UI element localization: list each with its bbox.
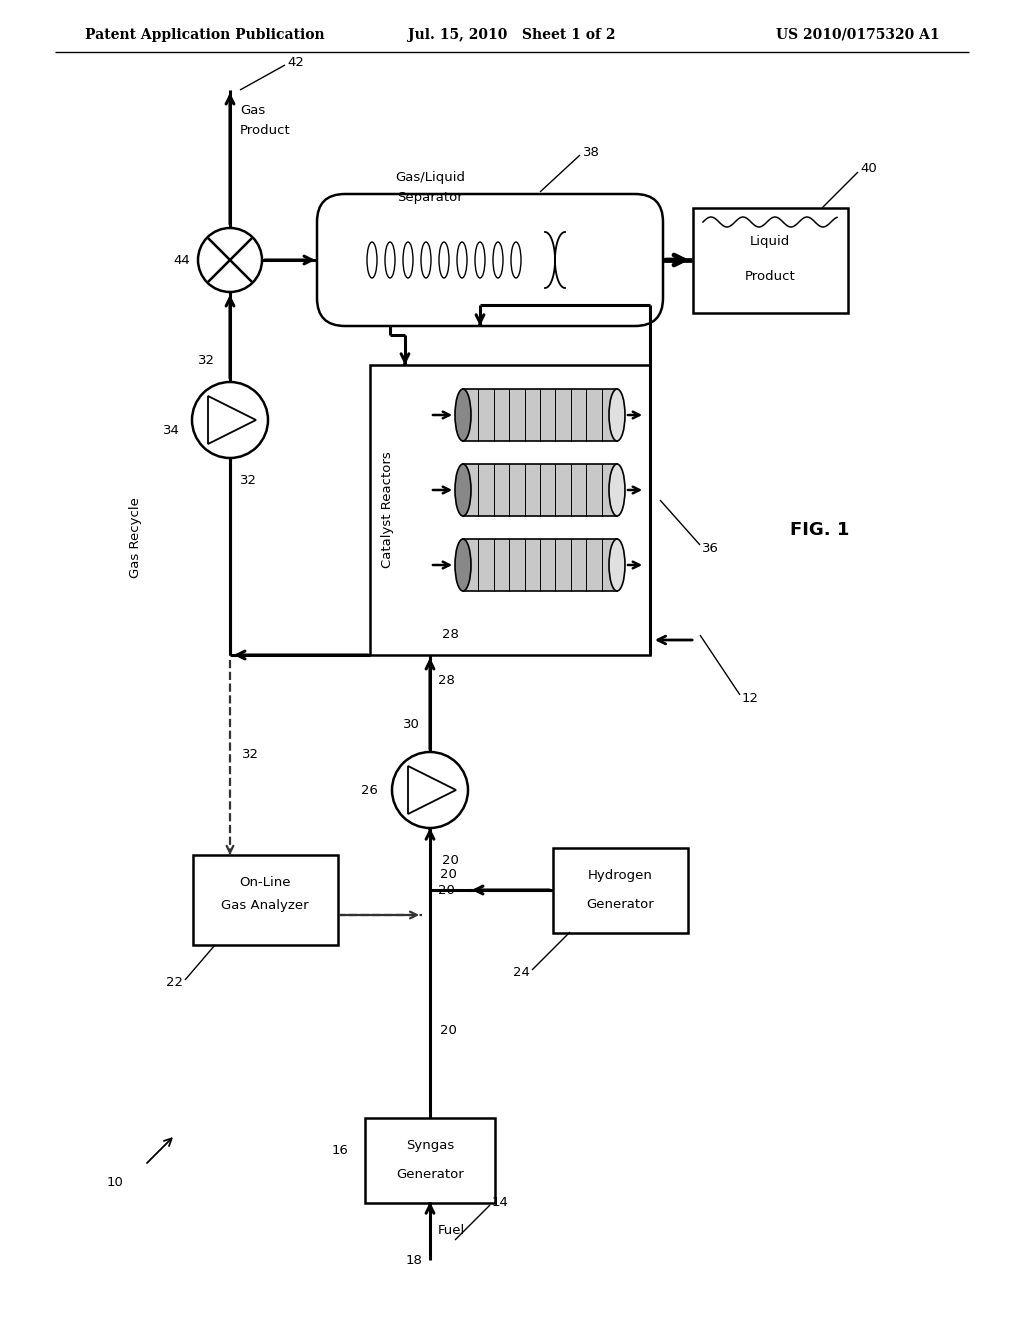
- Ellipse shape: [493, 242, 503, 279]
- Bar: [463, 539, 617, 591]
- Bar: [463, 465, 617, 516]
- Ellipse shape: [609, 389, 625, 441]
- Text: 20: 20: [442, 854, 459, 866]
- Text: 20: 20: [440, 1023, 457, 1036]
- Text: Gas Analyzer: Gas Analyzer: [221, 899, 309, 912]
- Text: 30: 30: [403, 718, 420, 731]
- Bar: [463, 389, 617, 441]
- Ellipse shape: [455, 389, 471, 441]
- Text: Syngas: Syngas: [406, 1139, 454, 1152]
- FancyBboxPatch shape: [193, 855, 338, 945]
- Text: FIG. 1: FIG. 1: [791, 521, 850, 539]
- Ellipse shape: [511, 242, 521, 279]
- Text: Jul. 15, 2010   Sheet 1 of 2: Jul. 15, 2010 Sheet 1 of 2: [409, 28, 615, 42]
- Text: 42: 42: [287, 55, 304, 69]
- Text: 22: 22: [166, 977, 183, 990]
- Circle shape: [193, 381, 268, 458]
- Text: Gas/Liquid: Gas/Liquid: [395, 172, 465, 185]
- Text: Patent Application Publication: Patent Application Publication: [85, 28, 325, 42]
- Circle shape: [198, 228, 262, 292]
- Text: 34: 34: [163, 424, 180, 437]
- Text: 20: 20: [439, 869, 457, 882]
- Bar: [463, 539, 617, 591]
- Text: 32: 32: [198, 354, 215, 367]
- Text: 44: 44: [173, 253, 190, 267]
- Text: Catalyst Reactors: Catalyst Reactors: [382, 451, 394, 569]
- Text: Hydrogen: Hydrogen: [588, 870, 652, 883]
- FancyBboxPatch shape: [553, 847, 687, 932]
- Ellipse shape: [367, 242, 377, 279]
- Text: 14: 14: [492, 1196, 509, 1209]
- Ellipse shape: [455, 539, 471, 591]
- Text: Fuel: Fuel: [438, 1224, 465, 1237]
- Text: On-Line: On-Line: [240, 875, 291, 888]
- Ellipse shape: [403, 242, 413, 279]
- Ellipse shape: [609, 465, 625, 516]
- Text: US 2010/0175320 A1: US 2010/0175320 A1: [776, 28, 940, 42]
- Text: Gas: Gas: [240, 103, 265, 116]
- Text: Generator: Generator: [396, 1167, 464, 1180]
- Text: Liquid: Liquid: [750, 235, 791, 248]
- Ellipse shape: [455, 465, 471, 516]
- Text: 20: 20: [438, 883, 455, 896]
- Ellipse shape: [457, 242, 467, 279]
- Text: 26: 26: [361, 784, 378, 796]
- Text: 32: 32: [242, 748, 259, 762]
- Ellipse shape: [439, 242, 449, 279]
- Polygon shape: [208, 396, 256, 444]
- FancyBboxPatch shape: [317, 194, 663, 326]
- Ellipse shape: [475, 242, 485, 279]
- Text: 32: 32: [240, 474, 257, 487]
- Text: 24: 24: [513, 966, 530, 979]
- Text: Product: Product: [744, 269, 796, 282]
- FancyBboxPatch shape: [370, 366, 650, 655]
- Text: 16: 16: [332, 1143, 348, 1156]
- FancyBboxPatch shape: [692, 207, 848, 313]
- Text: Product: Product: [240, 124, 291, 136]
- Text: 36: 36: [702, 541, 719, 554]
- Text: 40: 40: [860, 161, 877, 174]
- Text: Separator: Separator: [397, 191, 463, 205]
- Bar: [463, 389, 617, 441]
- Ellipse shape: [385, 242, 395, 279]
- Polygon shape: [408, 766, 456, 814]
- Ellipse shape: [421, 242, 431, 279]
- Ellipse shape: [609, 539, 625, 591]
- Bar: [463, 465, 617, 516]
- FancyBboxPatch shape: [365, 1118, 495, 1203]
- Text: 10: 10: [106, 1176, 124, 1188]
- Text: 38: 38: [583, 145, 600, 158]
- Circle shape: [392, 752, 468, 828]
- Text: Generator: Generator: [586, 898, 654, 911]
- Text: 12: 12: [742, 692, 759, 705]
- Text: 18: 18: [406, 1254, 422, 1266]
- Text: Gas Recycle: Gas Recycle: [128, 498, 141, 578]
- Text: 28: 28: [438, 673, 455, 686]
- Text: 28: 28: [442, 628, 459, 642]
